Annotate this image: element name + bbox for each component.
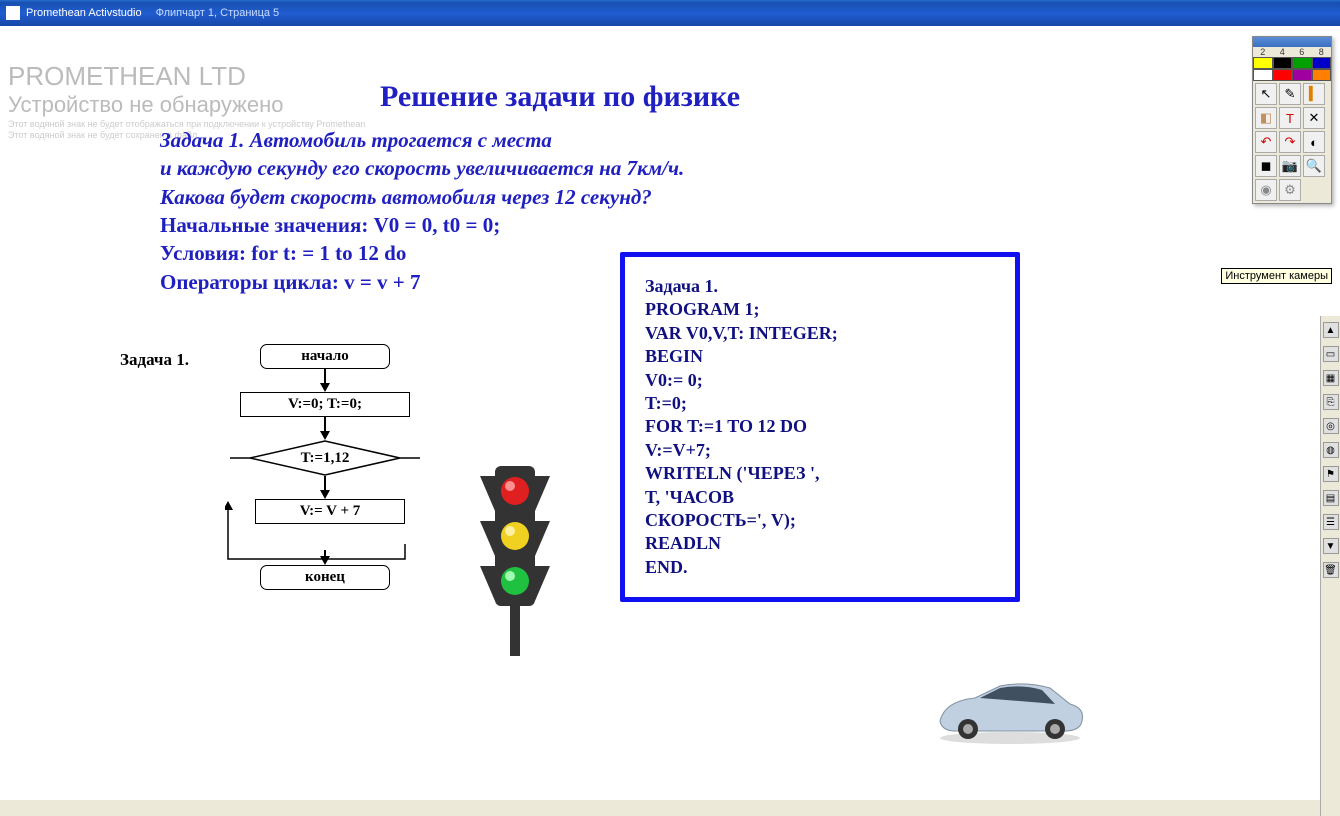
pen-icon[interactable]: ✎ bbox=[1279, 83, 1301, 105]
color-swatch[interactable] bbox=[1273, 57, 1293, 69]
problem-l3: Какова будет скорость автомобиля через 1… bbox=[160, 183, 810, 211]
flag-red-icon[interactable]: ⚑ bbox=[1323, 466, 1339, 482]
tool-grid: ↖✎▍ ◧T✕ ↶↷◐ ◼📷🔍 ◉⚙ bbox=[1253, 81, 1331, 203]
code-l1: PROGRAM 1; bbox=[645, 298, 995, 321]
undo-icon[interactable]: ↶ bbox=[1255, 131, 1277, 153]
traffic-light-icon bbox=[460, 456, 570, 666]
zoom-icon[interactable]: 🔍 bbox=[1303, 155, 1325, 177]
clear-icon[interactable]: ✕ bbox=[1303, 107, 1325, 129]
code-l5: T:=0; bbox=[645, 392, 995, 415]
camera-icon[interactable]: 📷 bbox=[1279, 155, 1301, 177]
tooltip: Инструмент камеры bbox=[1221, 268, 1332, 284]
flowchart: начало V:=0; T:=0; T:=1,12 V:= V + 7 кон… bbox=[195, 344, 455, 590]
code-l9: T, 'ЧАСОВ bbox=[645, 486, 995, 509]
color-swatch[interactable] bbox=[1292, 69, 1312, 81]
code-l12: END. bbox=[645, 556, 995, 579]
code-l10: СКОРОСТЬ=', V); bbox=[645, 509, 995, 532]
code-l7: V:=V+7; bbox=[645, 439, 995, 462]
palette-row-1[interactable] bbox=[1253, 57, 1331, 69]
title-app: Promethean Activstudio bbox=[26, 7, 142, 19]
workspace: PROMETHEAN LTD Устройство не обнаружено … bbox=[0, 26, 1340, 800]
book-icon[interactable]: ▤ bbox=[1323, 490, 1339, 506]
palette-numbers: 2468 bbox=[1253, 47, 1331, 57]
side-toolbar: ▲ ▭ ▦ ⎘ ◎ ◍ ⚑ ▤ ☰ ▼ 🗑 bbox=[1320, 316, 1340, 816]
flow-end: конец bbox=[260, 565, 390, 590]
books-icon[interactable]: ☰ bbox=[1323, 514, 1339, 530]
color-swatch[interactable] bbox=[1253, 57, 1273, 69]
problem-l1: Задача 1. Автомобиль трогается с места bbox=[160, 126, 810, 154]
grid-icon[interactable]: ▦ bbox=[1323, 370, 1339, 386]
code-l0: Задача 1. bbox=[645, 275, 995, 298]
title-doc: Флипчарт 1, Страница 5 bbox=[156, 7, 280, 19]
titlebar: Promethean Activstudio Флипчарт 1, Стран… bbox=[0, 0, 1340, 26]
page-icon[interactable]: ▭ bbox=[1323, 346, 1339, 362]
toolbox-title[interactable] bbox=[1253, 37, 1331, 47]
eraser-icon[interactable]: ◧ bbox=[1255, 107, 1277, 129]
gear-icon[interactable]: ⚙ bbox=[1279, 179, 1301, 201]
app-icon bbox=[6, 6, 20, 20]
color-swatch[interactable] bbox=[1312, 69, 1332, 81]
redo-icon[interactable]: ↷ bbox=[1279, 131, 1301, 153]
page-title: Решение задачи по физике bbox=[0, 80, 1120, 114]
arrow-down-icon[interactable]: ▼ bbox=[1323, 538, 1339, 554]
palette-row-2[interactable] bbox=[1253, 69, 1331, 81]
world-icon[interactable]: ◍ bbox=[1323, 442, 1339, 458]
link-icon[interactable]: ⎘ bbox=[1323, 394, 1339, 410]
arrow-icon[interactable]: ↖ bbox=[1255, 83, 1277, 105]
car-icon bbox=[930, 676, 1090, 746]
color-pick-icon[interactable]: ◐ bbox=[1303, 131, 1325, 153]
color-swatch[interactable] bbox=[1273, 69, 1293, 81]
highlighter-icon[interactable]: ▍ bbox=[1303, 83, 1325, 105]
shape-icon[interactable]: ◼ bbox=[1255, 155, 1277, 177]
problem-l2: и каждую секунду его скорость увеличивае… bbox=[160, 154, 810, 182]
problem-l4: Начальные значения: V0 = 0, t0 = 0; bbox=[160, 211, 810, 239]
color-swatch[interactable] bbox=[1292, 57, 1312, 69]
target-icon[interactable]: ◎ bbox=[1323, 418, 1339, 434]
code-l4: V0:= 0; bbox=[645, 369, 995, 392]
code-l2: VAR V0,V,T: INTEGER; bbox=[645, 322, 995, 345]
stamp-icon[interactable]: ◉ bbox=[1255, 179, 1277, 201]
code-l6: FOR T:=1 TO 12 DO bbox=[645, 415, 995, 438]
flowchart-label: Задача 1. bbox=[120, 350, 189, 370]
code-l3: BEGIN bbox=[645, 345, 995, 368]
color-swatch[interactable] bbox=[1253, 69, 1273, 81]
color-swatch[interactable] bbox=[1312, 57, 1332, 69]
code-l11: READLN bbox=[645, 532, 995, 555]
text-icon[interactable]: T bbox=[1279, 107, 1301, 129]
code-l8: WRITELN ('ЧЕРЕЗ ', bbox=[645, 462, 995, 485]
code-box: Задача 1. PROGRAM 1; VAR V0,V,T: INTEGER… bbox=[620, 252, 1020, 602]
flow-start: начало bbox=[260, 344, 390, 369]
arrow-up-icon[interactable]: ▲ bbox=[1323, 322, 1339, 338]
canvas[interactable]: PROMETHEAN LTD Устройство не обнаружено … bbox=[0, 26, 1240, 800]
toolbox[interactable]: 2468 ↖✎▍ ◧T✕ ↶↷◐ ◼📷🔍 ◉⚙ bbox=[1252, 36, 1332, 204]
trash-icon[interactable]: 🗑 bbox=[1323, 562, 1339, 578]
